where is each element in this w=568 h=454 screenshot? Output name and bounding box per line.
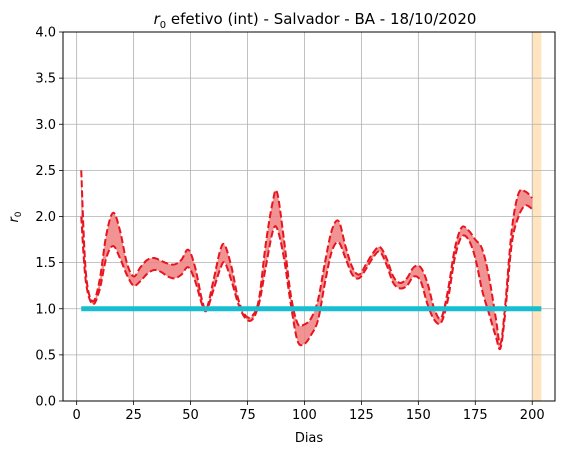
lower-bound-line (80, 204, 533, 351)
y-tick-label: 0.5 (35, 348, 56, 363)
x-tick-label: 150 (406, 408, 431, 423)
confidence-band-layer (80, 170, 533, 351)
y-tick-label: 2.0 (35, 210, 56, 225)
x-tick-label: 0 (73, 408, 81, 423)
y-tick-label: 0.0 (35, 395, 56, 410)
y-axis-label-subscript: 0 (14, 211, 24, 217)
x-tick-label: 25 (125, 408, 142, 423)
y-tick-label: 3.0 (35, 118, 56, 133)
x-tick-label: 200 (520, 408, 545, 423)
x-tick-label: 125 (349, 408, 374, 423)
ticks-layer: 0 25 50 75 100 125 150 175 200 0.0 0.5 1.0 1.5 2.0 2.5… (35, 26, 544, 424)
y-tick-label: 2.5 (35, 164, 56, 179)
upper-bound-line (80, 170, 533, 345)
chart-title-subscript: 0 (160, 20, 166, 31)
chart-title: r0 efetivo (int) - Salvador - BA - 18/10… (154, 10, 477, 31)
y-tick-label: 4.0 (35, 26, 56, 41)
y-tick-label: 1.0 (35, 302, 56, 317)
chart-title-main: efetivo (int) - Salvador - BA - 18/10/20… (171, 10, 477, 28)
grid-layer (63, 31, 555, 402)
y-axis-label: r0 (7, 211, 24, 222)
x-tick-label: 100 (292, 408, 317, 423)
chart-title-symbol: r (154, 10, 161, 28)
x-tick-label: 175 (463, 408, 488, 423)
x-axis-label: Dias (295, 431, 324, 446)
y-axis-label-symbol: r (7, 216, 22, 223)
x-tick-label: 50 (182, 408, 199, 423)
y-tick-label: 3.5 (35, 72, 56, 87)
x-tick-label: 75 (239, 408, 256, 423)
y-tick-label: 1.5 (35, 256, 56, 271)
